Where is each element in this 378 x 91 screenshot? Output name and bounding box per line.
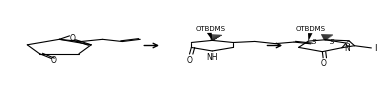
- Polygon shape: [207, 33, 212, 40]
- Polygon shape: [308, 33, 313, 41]
- Text: I: I: [374, 44, 376, 53]
- Text: O: O: [70, 34, 76, 43]
- Text: O: O: [51, 56, 57, 65]
- Text: OTBDMS: OTBDMS: [295, 26, 325, 32]
- Text: O: O: [320, 59, 326, 68]
- Text: S: S: [345, 41, 350, 47]
- Text: O: O: [187, 56, 192, 65]
- Text: NH: NH: [206, 53, 218, 62]
- Text: OTBDMS: OTBDMS: [195, 26, 225, 32]
- Text: S: S: [330, 38, 334, 44]
- Text: N: N: [344, 44, 350, 53]
- Text: S: S: [312, 39, 316, 45]
